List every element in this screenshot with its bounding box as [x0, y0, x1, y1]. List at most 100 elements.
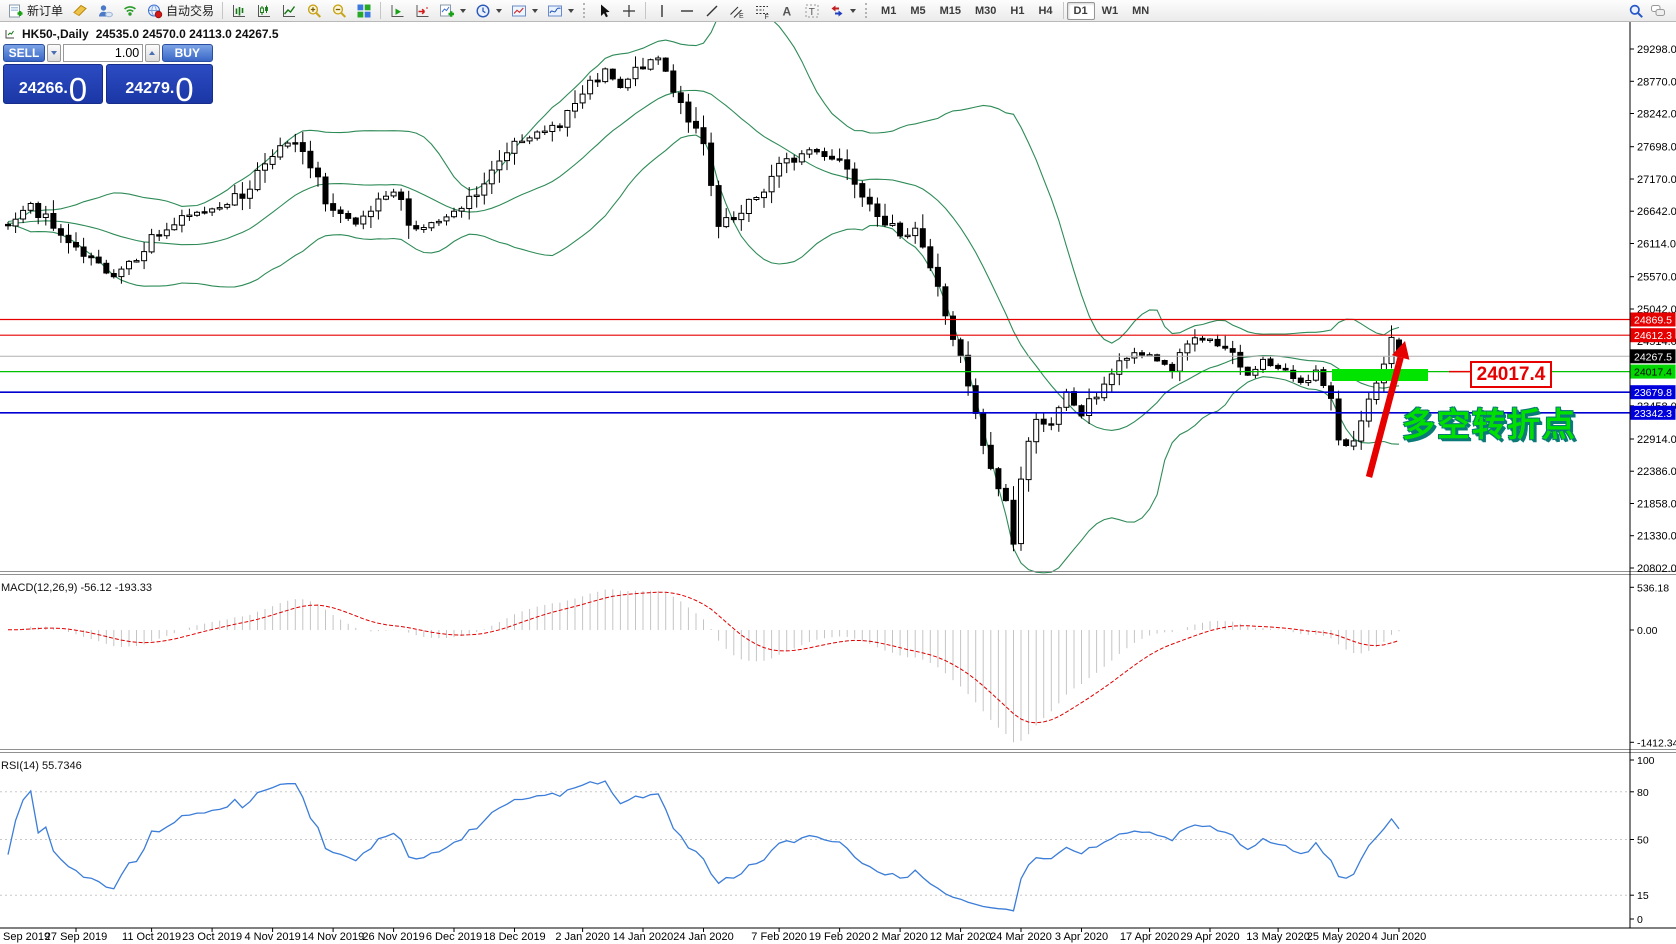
metaeditor-button[interactable] [68, 0, 92, 22]
toolbar-right-group [1628, 3, 1672, 19]
vertical-line-button[interactable] [650, 0, 674, 22]
cursor-button[interactable] [592, 0, 616, 22]
templates-button[interactable] [507, 0, 542, 22]
tab-timeframe-M30[interactable]: M30 [975, 4, 997, 17]
toolbar-drag-handle[interactable] [865, 3, 869, 18]
dropdown-caret [850, 8, 857, 13]
triangle-up-icon [149, 51, 156, 55]
rsi-pane [0, 780, 1630, 912]
equidistant-channel-button[interactable]: E [725, 0, 749, 22]
svg-text:29298.0: 29298.0 [1637, 44, 1676, 56]
zoom-out-button[interactable] [327, 0, 351, 22]
bar-chart-button[interactable] [227, 0, 251, 22]
timeframe-group: M1 M5 M15 M30 H1 H4 D1 W1 MN [874, 1, 1156, 20]
tab-timeframe-D1[interactable]: D1 [1066, 1, 1095, 20]
svg-text:24 Mar 2020: 24 Mar 2020 [990, 931, 1052, 943]
text-label-icon: T [805, 4, 819, 18]
svg-text:24869.5: 24869.5 [1634, 315, 1672, 327]
chart-shift-button[interactable] [385, 0, 409, 22]
tab-timeframe-MN[interactable]: MN [1132, 4, 1150, 17]
buy-price-box[interactable]: 24279. 0 [106, 64, 213, 106]
cursor-icon [601, 4, 610, 17]
horizontal-line-icon [681, 9, 694, 12]
svg-text:27698.0: 27698.0 [1637, 142, 1676, 154]
svg-text:13 May 2020: 13 May 2020 [1246, 931, 1310, 943]
one-click-trade-panel: SELL BUY 24266. 0 24279. 0 [3, 44, 213, 106]
volume-input[interactable] [63, 44, 144, 62]
line-chart-button[interactable] [277, 0, 301, 22]
svg-text:100: 100 [1637, 755, 1655, 767]
svg-text:0: 0 [1637, 914, 1643, 926]
pane-separators[interactable] [0, 571, 1676, 753]
chat-icon[interactable] [1650, 3, 1666, 19]
svg-text:536.18: 536.18 [1637, 582, 1669, 594]
svg-text:17 Apr 2020: 17 Apr 2020 [1120, 931, 1179, 943]
signals-button[interactable] [118, 0, 142, 22]
fibonacci-button[interactable]: F [750, 0, 774, 22]
svg-text:E: E [739, 13, 744, 19]
arrows-button[interactable] [825, 0, 860, 22]
svg-text:6 Dec 2019: 6 Dec 2019 [426, 931, 482, 943]
svg-text:24017.4: 24017.4 [1634, 367, 1672, 379]
community-button[interactable] [93, 0, 117, 22]
user-cloud-icon [99, 4, 113, 17]
new-order-label: 新订单 [27, 4, 64, 18]
bar-chart-icon [233, 4, 246, 17]
templates-icon [512, 5, 527, 16]
signals-icon [124, 5, 136, 16]
new-order-icon [9, 4, 23, 17]
dropdown-caret [460, 8, 467, 13]
zoom-in-button[interactable] [302, 0, 326, 22]
candlesticks [5, 55, 1402, 552]
chart-area[interactable]: 29298.0 28770.0 28242.0 27698.0 27170.0 26642… [0, 22, 1676, 944]
sell-button[interactable]: SELL [3, 44, 45, 62]
volume-increase-button[interactable] [145, 44, 160, 62]
svg-text:22914.0: 22914.0 [1637, 434, 1676, 446]
sell-price-int: 24266. [18, 80, 68, 97]
periods-button[interactable] [471, 0, 506, 22]
auto-scroll-icon [416, 4, 429, 17]
tab-timeframe-M1[interactable]: M1 [881, 4, 897, 17]
line-chart-icon [283, 4, 296, 17]
fibonacci-icon: F [756, 5, 769, 19]
indicators-button[interactable] [543, 0, 578, 22]
equidistant-channel-icon: E [730, 6, 744, 19]
chart-shift-icon [391, 4, 404, 17]
macd-indicator-label: MACD(12,26,9) -56.12 -193.33 [1, 582, 153, 594]
text-button[interactable]: A [775, 0, 799, 22]
toolbar-separator [222, 2, 224, 19]
text-label-button[interactable]: T [800, 0, 824, 22]
buy-button[interactable]: BUY [161, 44, 213, 62]
svg-text:21330.0: 21330.0 [1637, 531, 1676, 543]
svg-text:25 May 2020: 25 May 2020 [1307, 931, 1371, 943]
new-order-button[interactable]: 新订单 [4, 0, 67, 22]
svg-text:18 Dec 2019: 18 Dec 2019 [483, 931, 545, 943]
svg-text:24 Jan 2020: 24 Jan 2020 [673, 931, 734, 943]
crosshair-button[interactable] [617, 0, 641, 22]
search-icon[interactable] [1628, 3, 1644, 19]
tab-timeframe-M15[interactable]: M15 [939, 4, 961, 17]
dropdown-caret [496, 8, 503, 13]
sell-price-box[interactable]: 24266. 0 [3, 64, 103, 106]
add-indicator-button[interactable] [435, 0, 470, 22]
candlestick-chart-button[interactable] [252, 0, 276, 22]
tab-timeframe-W1[interactable]: W1 [1101, 4, 1119, 17]
auto-scroll-button[interactable] [410, 0, 434, 22]
horizontal-line-button[interactable] [675, 0, 699, 22]
trendline-button[interactable] [700, 0, 724, 22]
tile-windows-button[interactable] [352, 0, 376, 22]
tab-timeframe-H4[interactable]: H4 [1038, 4, 1053, 17]
volume-decrease-button[interactable] [46, 44, 62, 62]
trendline-icon [706, 5, 718, 16]
svg-text:25570.0: 25570.0 [1637, 272, 1676, 284]
svg-text:26114.0: 26114.0 [1637, 239, 1676, 251]
tab-timeframe-H1[interactable]: H1 [1010, 4, 1025, 17]
macd-pane [7, 589, 1400, 743]
autotrading-button[interactable]: 自动交易 [143, 0, 218, 22]
price-chart-canvas[interactable]: 29298.0 28770.0 28242.0 27698.0 27170.0 26642… [0, 22, 1676, 944]
price-axis[interactable]: 29298.0 28770.0 28242.0 27698.0 27170.0 26642… [1629, 22, 1676, 928]
tab-timeframe-M5[interactable]: M5 [910, 4, 926, 17]
toolbar-drag-handle[interactable] [583, 3, 587, 18]
svg-text:21858.0: 21858.0 [1637, 499, 1676, 511]
